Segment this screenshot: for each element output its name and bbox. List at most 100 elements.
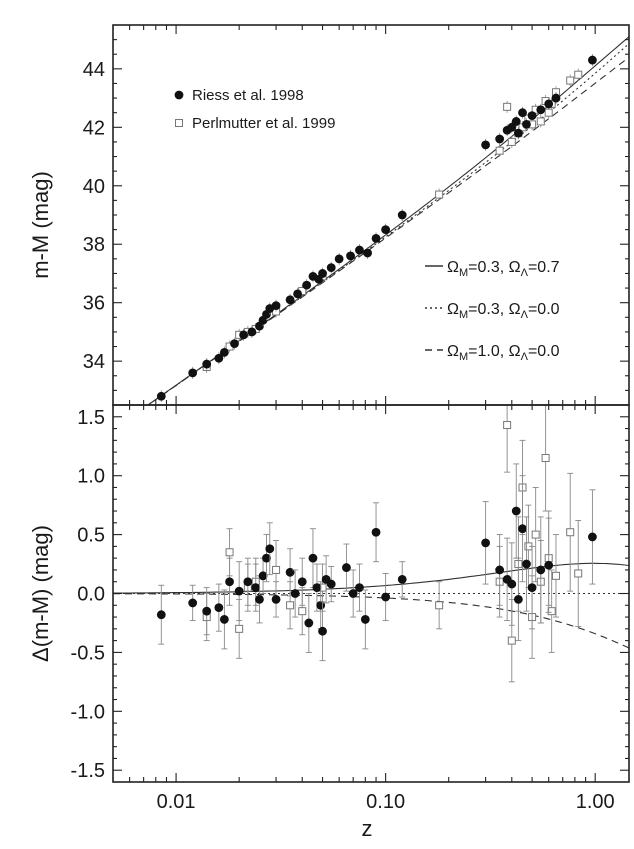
bottom-y-tick-label: -0.5	[71, 642, 105, 664]
bottom-point-s0-30	[397, 574, 407, 584]
bottom-point-s0-9	[255, 594, 264, 604]
top-point-s0-33	[518, 108, 527, 118]
bottom-point-s1-7	[298, 607, 307, 616]
top-point-s0-37	[544, 99, 554, 109]
bottom-point-s0-39	[527, 583, 537, 593]
top-point-s0-36	[536, 105, 546, 115]
top-y-axis-label: m-M (mag)	[28, 171, 53, 279]
bottom-y-tick-label: 1.0	[77, 466, 105, 488]
top-point-s0-19	[326, 263, 336, 273]
model-legend-label-1: ΩM=0.3, ΩΛ=0.0	[447, 301, 560, 321]
top-point-s0-25	[381, 225, 391, 235]
bottom-point-s1-23	[566, 528, 575, 537]
bottom-point-s0-35	[511, 506, 521, 516]
top-point-s0-23	[363, 248, 372, 258]
top-point-s0-20	[334, 254, 344, 264]
top-point-s1-10	[503, 102, 512, 111]
top-point-s0-39	[588, 55, 597, 65]
bottom-point-s0-10	[258, 571, 268, 581]
top-point-s0-30	[507, 122, 517, 132]
bottom-point-s0-25	[348, 589, 358, 598]
legend-marker-0	[174, 90, 184, 100]
top-point-s0-35	[527, 111, 537, 121]
bottom-point-s1-6	[286, 601, 295, 610]
bottom-point-s0-16	[297, 577, 307, 587]
model-curve-top-1	[147, 43, 629, 405]
bottom-point-s1-21	[547, 607, 556, 616]
model-legend-label-0: ΩM=0.3, ΩΛ=0.7	[447, 259, 560, 279]
x-axis-label: z	[362, 816, 373, 841]
bottom-point-s0-12	[265, 544, 275, 554]
top-point-s0-18	[318, 269, 327, 278]
top-point-s1-23	[574, 70, 583, 79]
bottom-y-axis-label: Δ(m-M) (mag)	[28, 525, 53, 662]
bottom-point-s0-28	[371, 527, 381, 537]
top-point-s1-8	[435, 190, 444, 199]
top-point-s0-22	[355, 245, 364, 255]
top-point-s0-5	[230, 339, 239, 349]
bottom-point-s0-0	[156, 610, 166, 620]
legend-marker-1	[175, 119, 183, 127]
x-tick-label: 0.10	[366, 791, 405, 813]
top-point-s0-27	[481, 140, 491, 150]
bottom-point-s1-19	[541, 454, 550, 463]
legend-label-1: Perlmutter et al. 1999	[192, 115, 335, 132]
top-point-s0-13	[285, 295, 295, 305]
top-point-s1-17	[536, 117, 545, 126]
top-point-s0-32	[513, 128, 523, 138]
bottom-point-s0-18	[308, 553, 318, 563]
model-legend-label-2: ΩM=1.0, ΩΛ=0.0	[447, 343, 560, 363]
bottom-point-s0-36	[513, 594, 523, 604]
top-point-s0-14	[293, 289, 302, 299]
bottom-point-s1-1	[225, 548, 234, 557]
bottom-point-s0-19	[312, 583, 322, 593]
bottom-point-s0-3	[214, 603, 224, 613]
top-point-s0-26	[397, 210, 407, 220]
bottom-y-tick-label: 1.5	[77, 407, 105, 429]
legend-label-0: Riess et al. 1998	[192, 87, 304, 104]
bottom-point-s0-38	[522, 559, 531, 569]
top-point-s0-28	[495, 134, 505, 144]
top-point-s0-31	[511, 117, 521, 126]
bottom-point-s1-12	[507, 636, 516, 645]
bottom-point-s0-13	[271, 594, 281, 604]
top-y-tick-label: 36	[83, 293, 105, 315]
bottom-point-s0-8	[251, 583, 261, 593]
bottom-point-s0-34	[507, 579, 517, 589]
top-point-s0-38	[551, 93, 561, 103]
top-point-s1-22	[566, 76, 575, 85]
top-y-tick-label: 34	[83, 351, 105, 373]
bottom-point-s0-40	[536, 565, 546, 575]
bottom-point-s0-31	[481, 538, 491, 548]
top-point-s0-0	[156, 391, 166, 401]
model-curve-bottom-2	[113, 593, 629, 649]
bottom-point-s0-14	[285, 567, 295, 577]
bottom-point-s1-24	[574, 569, 583, 578]
bottom-y-tick-label: -1.0	[71, 701, 105, 723]
bottom-point-s1-2	[235, 624, 244, 633]
bottom-y-tick-label: 0.0	[77, 584, 105, 606]
top-point-s0-21	[346, 251, 355, 261]
x-tick-label: 0.01	[157, 791, 196, 813]
bottom-point-s0-42	[588, 532, 597, 542]
top-point-s0-15	[302, 280, 312, 290]
top-point-s0-4	[219, 347, 229, 357]
bottom-point-s1-9	[435, 601, 444, 610]
bottom-point-s1-5	[272, 565, 281, 574]
bottom-point-s1-11	[503, 421, 512, 430]
bottom-point-s1-17	[531, 530, 540, 539]
bottom-point-s0-37	[518, 524, 527, 534]
top-point-s1-9	[495, 146, 504, 155]
top-y-tick-label: 42	[83, 117, 105, 139]
bottom-point-s0-21	[318, 626, 327, 636]
bottom-point-s0-2	[202, 606, 212, 616]
bottom-point-s0-5	[225, 577, 234, 587]
top-point-s1-19	[544, 108, 553, 117]
top-point-s0-2	[202, 359, 212, 369]
bottom-point-s0-7	[243, 577, 253, 587]
top-point-s0-12	[271, 301, 281, 311]
top-point-s0-3	[214, 353, 224, 363]
bottom-point-s0-26	[355, 583, 364, 593]
top-point-s0-6	[239, 330, 249, 340]
